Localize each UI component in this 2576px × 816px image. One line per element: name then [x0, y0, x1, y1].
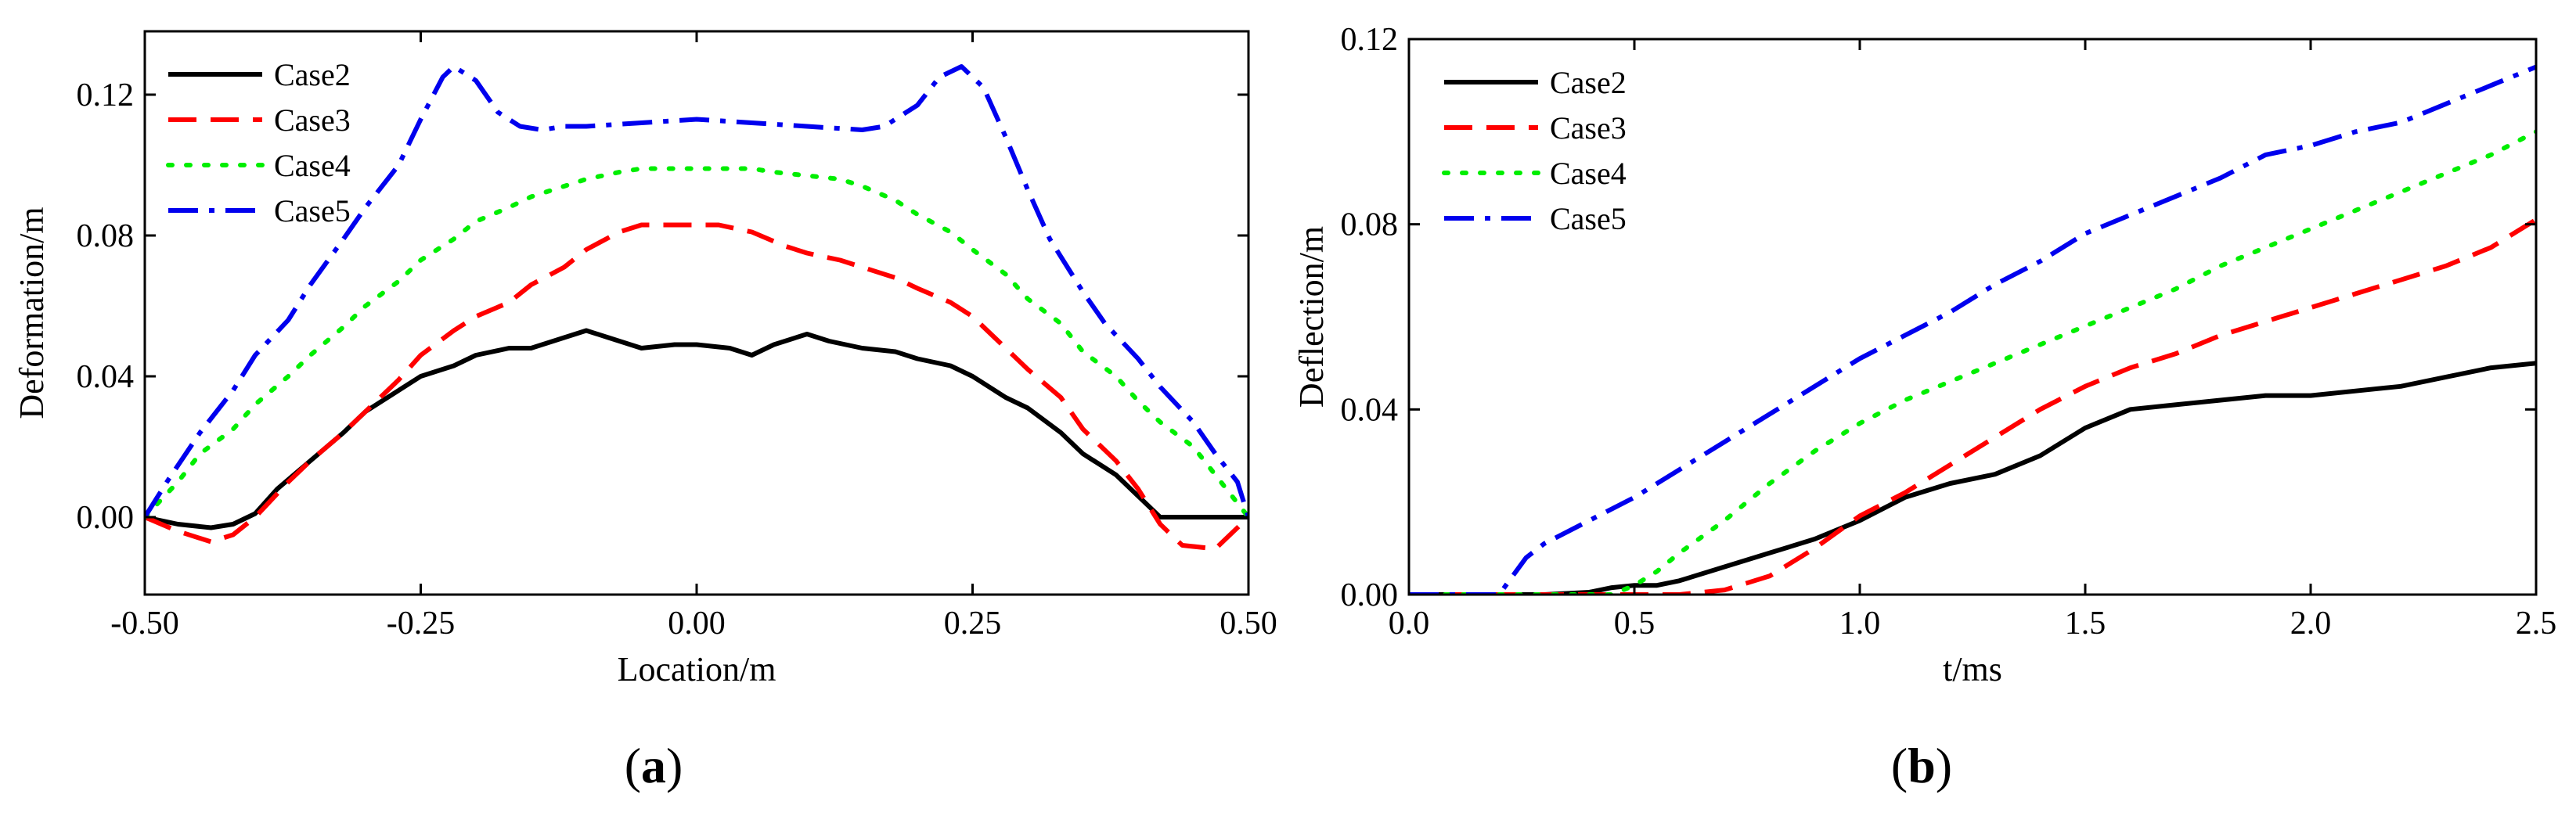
- panel-b-y-axis-label: Deflection/m: [1292, 226, 1331, 408]
- panel-b-x-tick-label: 1.0: [1839, 606, 1881, 642]
- panel-a-legend-label-case3: Case3: [274, 102, 351, 138]
- panel-b-chart: 0.0 0.5 1.0 1.5 2.0 2.5 0.00 0.04 0.08 0.12 t/ms De…: [1292, 22, 2556, 688]
- panel-a-y-tick-label: 0.04: [77, 359, 135, 395]
- panel-b-x-tick-label: 1.5: [2065, 606, 2106, 642]
- panel-b-y-tick-label: 0.12: [1341, 22, 1399, 58]
- panel-a-x-tick-label: 0.00: [668, 606, 726, 642]
- panel-b-y-tick-label: 0.04: [1341, 392, 1399, 428]
- panel-b-x-tick-label: 0.0: [1389, 606, 1430, 642]
- panel-b-x-axis-label: t/ms: [1943, 650, 2002, 688]
- panel-b-legend-label-case4: Case4: [1550, 156, 1627, 191]
- panel-b-y-tick-label: 0.08: [1341, 207, 1399, 243]
- panel-a-legend-label-case2: Case2: [274, 57, 351, 92]
- panel-a-series-case4-line: [145, 166, 1248, 519]
- panel-b-series-case3-line: [1409, 217, 2536, 595]
- panel-a-label: (a): [625, 738, 683, 793]
- panel-b-y-tick-label: 0.00: [1341, 577, 1399, 613]
- panel-a-chart: -0.50 -0.25 0.00 0.25 0.50 0.00 0.04 0.08 0.12 Lo…: [13, 30, 1277, 688]
- panel-b-x-tick-label: 2.0: [2290, 606, 2332, 642]
- panel-a-x-tick-label: 0.25: [944, 606, 1002, 642]
- panel-b-series-case2-line: [1409, 361, 2536, 595]
- panel-a-legend-label-case5: Case5: [274, 193, 351, 228]
- panel-a-y-tick-label: 0.00: [77, 500, 135, 536]
- panel-b-x-tick-label: 0.5: [1614, 606, 1655, 642]
- panel-a-x-tick-label: 0.50: [1220, 606, 1277, 642]
- panel-b-series-case5-line: [1409, 64, 2536, 595]
- panel-a-y-tick-label: 0.08: [77, 218, 135, 254]
- panel-b-legend: Case2 Case3 Case4 Case5: [1442, 65, 1627, 236]
- panel-a-series-group: [145, 64, 1248, 552]
- panel-a-x-axis-label: Location/m: [618, 650, 776, 688]
- panel-a-x-tick-label: -0.25: [387, 606, 456, 642]
- panel-b-legend-label-case3: Case3: [1550, 110, 1627, 146]
- panel-a-x-tick-label: -0.50: [110, 606, 179, 642]
- panel-b-axes-frame: [1407, 38, 2538, 596]
- panel-b-label: (b): [1891, 738, 1952, 793]
- panel-a-series-case3-line: [145, 222, 1248, 552]
- panel-a-y-tick-label: 0.12: [77, 77, 135, 113]
- panel-b-legend-label-case5: Case5: [1550, 201, 1627, 236]
- panel-a-series-case5-line: [145, 64, 1248, 519]
- panel-a-y-axis-label: Deformation/m: [13, 207, 51, 419]
- panel-b-series-group: [1409, 64, 2536, 595]
- panel-a-legend-label-case4: Case4: [274, 148, 351, 183]
- panel-b-x-tick-label: 2.5: [2516, 606, 2557, 642]
- panel-b-legend-label-case2: Case2: [1550, 65, 1627, 100]
- panel-a-legend: Case2 Case3 Case4 Case5: [166, 57, 351, 228]
